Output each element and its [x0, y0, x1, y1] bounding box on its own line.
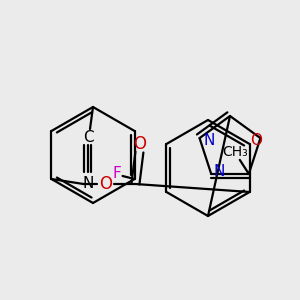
Text: CH₃: CH₃	[222, 145, 248, 159]
Text: O: O	[250, 133, 262, 148]
Text: F: F	[112, 167, 121, 182]
Text: C: C	[83, 130, 93, 145]
Text: N: N	[214, 164, 225, 179]
Text: N: N	[204, 133, 215, 148]
Text: O: O	[99, 175, 112, 193]
Text: O: O	[133, 135, 146, 153]
Text: N: N	[82, 176, 94, 191]
